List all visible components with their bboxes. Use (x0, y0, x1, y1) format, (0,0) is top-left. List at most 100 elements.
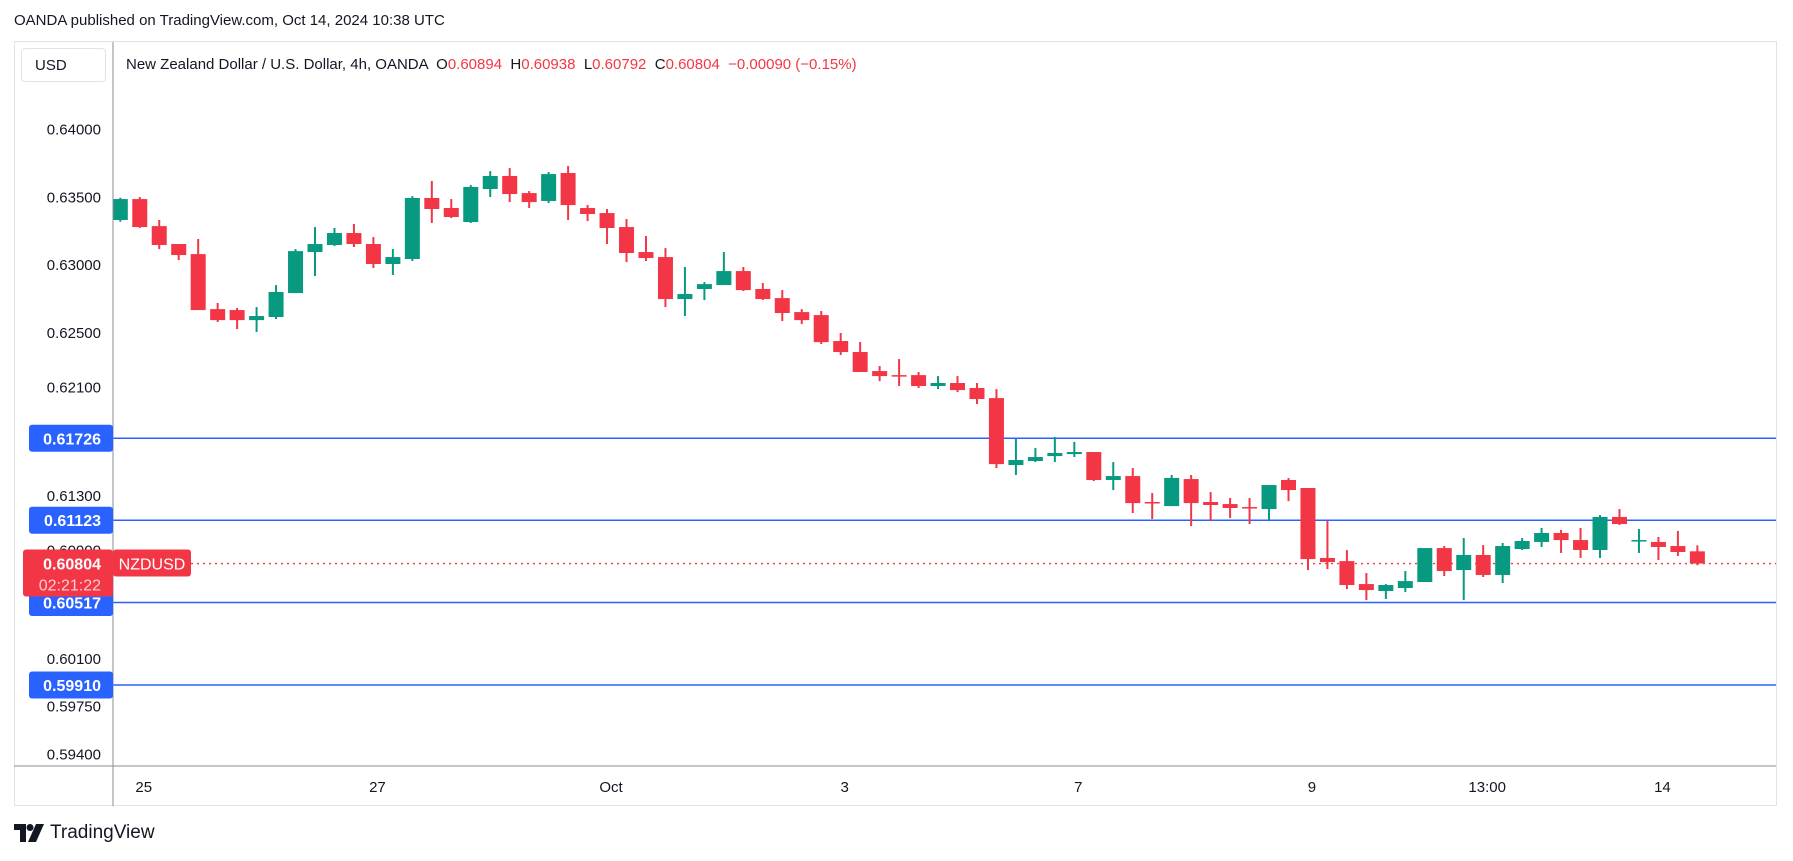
candle[interactable] (1358, 573, 1374, 601)
candle[interactable] (969, 383, 985, 405)
candle[interactable] (541, 172, 557, 204)
candle[interactable] (833, 333, 849, 356)
candle[interactable] (151, 219, 167, 250)
price-level-tag-label: 0.61726 (43, 431, 101, 448)
candle-body (1553, 532, 1569, 541)
candle[interactable] (1027, 448, 1043, 463)
candle[interactable] (950, 376, 966, 393)
candle-body (385, 257, 401, 265)
candle[interactable] (1008, 438, 1024, 475)
candle[interactable] (502, 168, 518, 203)
candle[interactable] (1203, 492, 1219, 522)
candle[interactable] (638, 236, 654, 262)
candle[interactable] (1689, 545, 1705, 566)
candle[interactable] (210, 302, 226, 323)
candle[interactable] (696, 282, 712, 301)
candle[interactable] (1125, 468, 1141, 514)
candle[interactable] (716, 252, 732, 286)
candle[interactable] (774, 290, 790, 322)
candle[interactable] (307, 227, 323, 277)
candle[interactable] (852, 341, 868, 373)
candle[interactable] (677, 266, 693, 317)
candle[interactable] (930, 376, 946, 390)
footer-brand[interactable]: TradingView (14, 822, 155, 844)
candle[interactable] (1378, 584, 1394, 600)
candle[interactable] (1514, 538, 1530, 550)
candle[interactable] (1631, 529, 1647, 553)
candle[interactable] (755, 283, 771, 301)
candle[interactable] (1281, 477, 1296, 502)
candle[interactable] (1222, 498, 1238, 519)
candle[interactable] (443, 199, 459, 219)
candle[interactable] (891, 359, 907, 386)
candle[interactable] (385, 249, 401, 276)
candle[interactable] (1300, 488, 1316, 571)
candle[interactable] (813, 311, 829, 345)
candle[interactable] (1105, 462, 1121, 491)
candle[interactable] (1242, 498, 1258, 525)
candle[interactable] (1086, 452, 1102, 482)
candle[interactable] (268, 285, 284, 320)
candle-body (1514, 541, 1530, 550)
candle[interactable] (599, 208, 615, 245)
candle[interactable] (249, 307, 265, 333)
candle[interactable] (1144, 493, 1160, 519)
candle[interactable] (424, 181, 440, 223)
candle[interactable] (482, 171, 498, 198)
candle[interactable] (1650, 536, 1666, 561)
candle[interactable] (1339, 550, 1355, 590)
time-tick-label: 14 (1654, 779, 1671, 796)
candle[interactable] (580, 205, 596, 222)
candle[interactable] (1066, 441, 1082, 458)
candle[interactable] (1495, 543, 1511, 583)
candle[interactable] (171, 244, 187, 261)
candle[interactable] (1183, 474, 1199, 527)
candle[interactable] (1417, 548, 1433, 583)
candle[interactable] (872, 366, 888, 382)
candle[interactable] (288, 249, 304, 294)
last-price-tag: 0.60804 02:21:22 NZDUSD (23, 549, 191, 597)
candle[interactable] (326, 228, 342, 247)
candle[interactable] (735, 266, 751, 292)
candle[interactable] (619, 219, 635, 263)
candle[interactable] (1553, 529, 1569, 553)
candle[interactable] (1592, 515, 1608, 558)
price-level-tag[interactable]: 0.59910 (29, 671, 113, 699)
candle[interactable] (1047, 437, 1063, 463)
candle[interactable] (132, 197, 148, 229)
candle[interactable] (1670, 530, 1686, 556)
candle[interactable] (190, 239, 206, 311)
candle-body (1319, 557, 1335, 563)
candle[interactable] (1261, 485, 1277, 521)
candle[interactable] (1534, 527, 1550, 547)
candle-body (249, 316, 265, 321)
currency-button[interactable]: USD (21, 48, 106, 82)
price-tick-label: 0.63000 (47, 257, 101, 274)
candle[interactable] (463, 185, 479, 223)
candle[interactable] (657, 248, 673, 308)
candle[interactable] (911, 372, 927, 389)
candle[interactable] (1611, 509, 1627, 525)
symbol-tag-bg (113, 549, 191, 577)
candle[interactable] (794, 309, 810, 325)
candle[interactable] (404, 196, 420, 262)
candle[interactable] (1319, 521, 1335, 569)
candle[interactable] (988, 389, 1004, 469)
candle[interactable] (1475, 545, 1491, 578)
candle[interactable] (1573, 527, 1589, 558)
candle-body (1592, 516, 1608, 550)
price-level-tag[interactable]: 0.61726 (29, 424, 113, 452)
candle[interactable] (346, 224, 362, 248)
candle[interactable] (1456, 538, 1472, 600)
high-value: 0.60938 (521, 56, 576, 73)
candle[interactable] (229, 308, 245, 330)
candle[interactable] (365, 237, 381, 269)
candle[interactable] (1164, 474, 1180, 507)
candle[interactable] (560, 166, 576, 220)
price-level-tag[interactable]: 0.61123 (29, 506, 113, 534)
candle[interactable] (1436, 546, 1452, 577)
candle[interactable] (1397, 571, 1413, 593)
candle[interactable] (113, 197, 128, 222)
candle[interactable] (521, 191, 537, 209)
